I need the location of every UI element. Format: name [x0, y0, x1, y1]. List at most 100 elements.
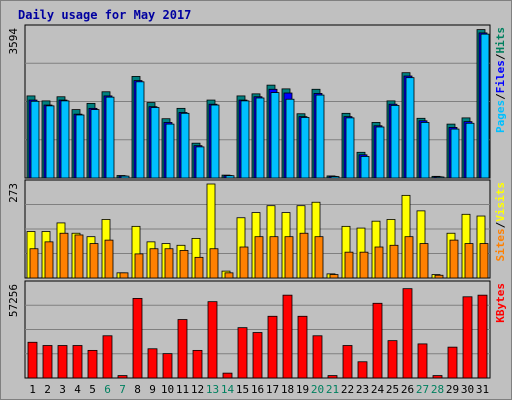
bar-pages-day-13 — [210, 104, 220, 179]
bar-kbytes-day-2 — [42, 345, 53, 379]
bar-pages-day-2 — [45, 105, 55, 179]
bar-sites-day-15 — [239, 246, 249, 279]
y-axis-max-label: 273 — [7, 183, 20, 203]
bar-kbytes-day-14 — [222, 372, 233, 379]
x-tick-label-day-14: 14 — [221, 383, 235, 396]
x-tick-label-day-18: 18 — [281, 383, 294, 396]
bar-kbytes-day-11 — [177, 319, 188, 379]
bar-sites-day-26 — [404, 236, 414, 279]
bar-kbytes-day-22 — [342, 345, 353, 379]
legend-middle: Sites/Visits — [494, 182, 507, 262]
x-tick-label-day-16: 16 — [251, 383, 264, 396]
bar-pages-day-18 — [285, 98, 295, 179]
bar-kbytes-day-18 — [282, 294, 293, 379]
bar-kbytes-day-31 — [477, 294, 488, 379]
bar-pages-day-21 — [330, 176, 340, 179]
legend-entry-visits: Visits — [494, 182, 507, 222]
bar-sites-day-1 — [29, 248, 39, 279]
bar-sites-day-20 — [314, 236, 324, 279]
x-tick-label-day-23: 23 — [356, 383, 369, 396]
x-tick-label-day-28: 28 — [431, 383, 444, 396]
bar-pages-day-5 — [90, 109, 100, 179]
bar-pages-day-12 — [195, 146, 205, 179]
x-tick-label-day-5: 5 — [89, 383, 96, 396]
bar-sites-day-29 — [449, 239, 459, 279]
bar-sites-day-11 — [179, 250, 189, 279]
x-tick-label-day-31: 31 — [476, 383, 489, 396]
bar-kbytes-day-5 — [87, 349, 98, 379]
bar-kbytes-day-17 — [267, 315, 278, 379]
legend-entry-kbytes: KBytes — [494, 283, 507, 323]
bar-sites-day-4 — [74, 234, 84, 279]
bar-pages-day-16 — [255, 97, 265, 179]
bar-pages-day-7 — [120, 175, 130, 179]
bar-pages-day-15 — [240, 100, 250, 179]
bar-pages-day-23 — [360, 156, 370, 179]
bar-pages-day-24 — [375, 126, 385, 179]
x-tick-label-day-29: 29 — [446, 383, 459, 396]
bar-kbytes-day-10 — [162, 353, 173, 379]
bar-kbytes-day-4 — [72, 345, 83, 379]
legend-entry-sites: Sites — [494, 228, 507, 261]
x-tick-label-day-3: 3 — [59, 383, 66, 396]
bar-sites-day-2 — [44, 241, 54, 279]
x-tick-label-day-19: 19 — [296, 383, 309, 396]
bar-pages-day-8 — [135, 81, 145, 179]
x-tick-label-day-13: 13 — [206, 383, 219, 396]
bar-sites-day-13 — [209, 248, 219, 279]
y-axis-max-label: 57256 — [7, 284, 20, 317]
bar-pages-day-14 — [225, 175, 235, 179]
bar-kbytes-day-29 — [447, 346, 458, 379]
y-axis-max-label: 3594 — [7, 28, 20, 55]
bar-pages-day-29 — [450, 128, 460, 179]
chart-title: Daily usage for May 2017 — [18, 8, 191, 22]
bar-pages-day-26 — [405, 77, 415, 179]
bar-sites-day-16 — [254, 236, 264, 279]
legend-separator: / — [494, 221, 507, 228]
bar-sites-day-30 — [464, 243, 474, 279]
bar-kbytes-day-6 — [102, 335, 113, 379]
x-tick-label-day-24: 24 — [371, 383, 385, 396]
x-tick-label-day-26: 26 — [401, 383, 414, 396]
bar-kbytes-day-24 — [372, 302, 383, 379]
bar-sites-day-18 — [284, 236, 294, 279]
x-tick-label-day-21: 21 — [326, 383, 339, 396]
bar-sites-day-6 — [104, 239, 114, 279]
x-tick-label-day-2: 2 — [44, 383, 51, 396]
bar-kbytes-day-3 — [57, 345, 68, 379]
bar-pages-day-3 — [60, 100, 70, 179]
bar-sites-day-17 — [269, 236, 279, 279]
bar-kbytes-day-16 — [252, 332, 263, 379]
bar-kbytes-day-12 — [192, 349, 203, 379]
bar-pages-day-22 — [345, 117, 355, 179]
bar-sites-day-5 — [89, 243, 99, 279]
bar-sites-day-27 — [419, 243, 429, 279]
bar-pages-day-1 — [30, 100, 40, 179]
x-tick-label-day-30: 30 — [461, 383, 474, 396]
bar-kbytes-day-23 — [357, 361, 368, 379]
legend-top: Pages/Files/Hits — [494, 27, 507, 133]
x-tick-label-day-11: 11 — [176, 383, 189, 396]
bar-pages-day-19 — [300, 117, 310, 179]
bar-kbytes-day-25 — [387, 340, 398, 379]
x-tick-label-day-15: 15 — [236, 383, 249, 396]
x-tick-label-day-7: 7 — [119, 383, 126, 396]
x-tick-label-day-1: 1 — [29, 383, 36, 396]
bar-pages-day-28 — [435, 176, 445, 179]
bar-kbytes-day-21 — [327, 375, 338, 379]
bar-sites-day-10 — [164, 248, 174, 279]
bar-sites-day-8 — [134, 253, 144, 279]
legend-entry-hits: Hits — [494, 27, 507, 54]
x-tick-label-day-8: 8 — [134, 383, 141, 396]
bar-pages-day-31 — [480, 33, 490, 179]
bar-kbytes-day-9 — [147, 348, 158, 379]
bar-sites-day-3 — [59, 232, 69, 279]
bar-kbytes-day-27 — [417, 343, 428, 379]
legend-separator: / — [494, 93, 507, 100]
bar-pages-day-25 — [390, 105, 400, 179]
bar-kbytes-day-20 — [312, 335, 323, 379]
bar-sites-day-12 — [194, 256, 204, 279]
bar-sites-day-14 — [224, 272, 234, 279]
bar-kbytes-day-19 — [297, 315, 308, 379]
